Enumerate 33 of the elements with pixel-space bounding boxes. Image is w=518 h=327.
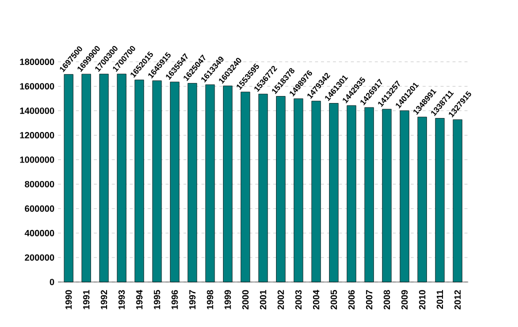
y-tick-label: 200000 (24, 254, 54, 261)
x-tick-label: 1991 (83, 290, 90, 310)
y-tick-label: 1400000 (20, 108, 54, 114)
x-tick-label: 1995 (154, 290, 160, 310)
x-tick-label: 1990 (65, 290, 72, 310)
y-tick-label: 0 (50, 278, 54, 286)
y-tick-label: 1000000 (20, 156, 54, 163)
x-tick-label: 2003 (295, 290, 302, 310)
x-tick-label: 1998 (206, 290, 214, 310)
x-tick-label: 2006 (348, 290, 355, 310)
y-tick-label: 800000 (24, 180, 54, 188)
x-tick-label: 1997 (189, 290, 196, 310)
x-tick-label: 2011 (436, 290, 444, 309)
x-tick-label: 2004 (312, 290, 320, 310)
x-tick-label: 2002 (278, 290, 284, 310)
x-tick-label: 2000 (242, 290, 249, 310)
y-tick-label: 1200000 (20, 132, 54, 138)
x-tick-label: 2007 (366, 290, 372, 310)
x-tick-label: 2005 (330, 290, 337, 310)
x-tick-label: 1999 (224, 290, 231, 310)
x-tick-label: 1992 (100, 290, 108, 310)
x-tick-label: 2012 (454, 290, 461, 310)
y-tick-label: 1800000 (20, 58, 54, 66)
y-tick-label: 600000 (24, 205, 54, 212)
x-tick-label: 1993 (118, 290, 125, 310)
y-tick-label: 400000 (24, 230, 54, 236)
x-tick-label: 1996 (172, 290, 178, 310)
y-tick-label: 1600000 (20, 83, 54, 90)
x-tick-label: 2010 (419, 290, 426, 310)
x-tick-label: 2001 (260, 290, 266, 310)
x-tick-label: 2009 (401, 290, 408, 310)
x-tick-label: 1994 (136, 290, 143, 310)
x-tick-label: 2008 (384, 290, 390, 310)
